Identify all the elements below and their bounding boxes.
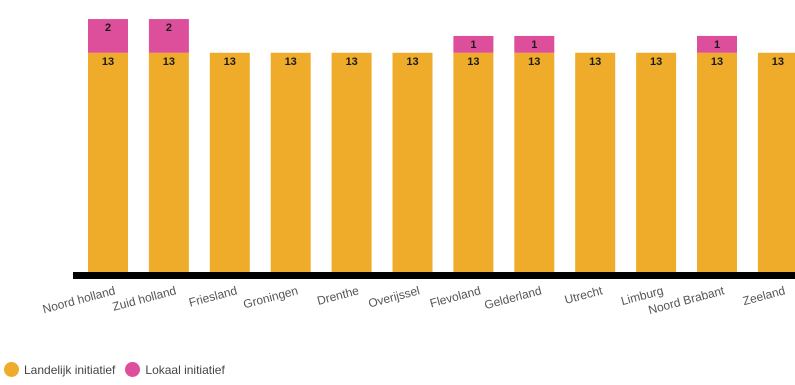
data-label-zeeland-series-1: 13: [772, 56, 784, 68]
x-tick-label-utrecht: Utrecht: [563, 283, 605, 307]
legend-item-landelijk[interactable]: Landelijk initiatief: [4, 362, 115, 377]
legend-item-lokaal[interactable]: Lokaal initiatief: [125, 362, 225, 377]
legend-swatch-lokaal: [125, 362, 141, 377]
bar-noord-brabant-series-1: [697, 52, 737, 272]
bar-noord-holland-series-1: [88, 52, 128, 272]
data-label-gelderland-series-1: 13: [528, 56, 540, 68]
data-label-friesland-series-1: 13: [224, 56, 236, 68]
bar-utrecht-series-1: [575, 52, 616, 272]
legend-label-landelijk: Landelijk initiatief: [24, 362, 116, 377]
data-label-noord-holland-series-1: 13: [102, 56, 114, 68]
bar-overijssel-series-1: [392, 52, 433, 272]
bar-noord-holland-series-2: [88, 19, 128, 53]
legend-label-lokaal: Lokaal initiatief: [145, 362, 225, 377]
data-label-flevoland-series-1: 13: [467, 56, 479, 68]
data-label-utrecht-series-1: 13: [589, 56, 601, 68]
bar-zuid-holland-series-1: [148, 52, 189, 272]
data-label-zuid-holland-series-2: 2: [166, 22, 172, 34]
bar-groningen-series-1: [270, 52, 311, 272]
x-axis-baseline: [73, 272, 795, 279]
data-label-noord-brabant-series-1: 13: [711, 56, 723, 68]
stacked-bar-chart: 13 2 Noord holland 13 2 Zuid holland 13 Friesla…: [41, 19, 795, 317]
data-label-limburg-series-1: 13: [650, 56, 662, 68]
data-label-flevoland-series-2: 1: [470, 39, 476, 51]
data-label-overijssel-series-1: 13: [406, 56, 418, 68]
x-tick-label-flevoland: Flevoland: [428, 283, 482, 310]
x-tick-label-drenthe: Drenthe: [316, 283, 361, 308]
bar-gelderland-series-1: [514, 52, 555, 272]
data-label-zuid-holland-series-1: 13: [163, 56, 175, 68]
x-tick-label-noord-holland: Noord holland: [41, 283, 117, 316]
x-tick-label-gelderland: Gelderland: [483, 283, 543, 312]
bar-limburg-series-1: [636, 52, 677, 272]
x-tick-label-overijssel: Overijssel: [367, 283, 422, 310]
data-label-noord-holland-series-2: 2: [105, 22, 111, 34]
chart-legend: Landelijk initiatief Lokaal initiatief: [4, 362, 235, 377]
data-label-noord-brabant-series-2: 1: [714, 39, 720, 51]
x-tick-label-friesland: Friesland: [187, 283, 238, 309]
bar-gelderland-series-2: [514, 35, 555, 53]
data-label-groningen-series-1: 13: [285, 56, 297, 68]
bar-flevoland-series-2: [453, 35, 494, 53]
x-tick-label-zeeland: Zeeland: [741, 283, 787, 308]
bar-zeeland-series-1: [757, 52, 795, 272]
bar-zuid-holland-series-2: [148, 19, 189, 53]
bar-noord-brabant-series-2: [697, 35, 737, 53]
x-tick-label-zuid-holland: Zuid holland: [111, 283, 178, 313]
data-label-gelderland-series-2: 1: [531, 39, 537, 51]
bar-friesland-series-1: [209, 52, 250, 272]
data-label-drenthe-series-1: 13: [345, 56, 357, 68]
x-tick-label-groningen: Groningen: [242, 283, 300, 311]
legend-swatch-landelijk: [4, 362, 19, 377]
bar-flevoland-series-1: [453, 52, 494, 272]
bar-drenthe-series-1: [331, 52, 372, 272]
